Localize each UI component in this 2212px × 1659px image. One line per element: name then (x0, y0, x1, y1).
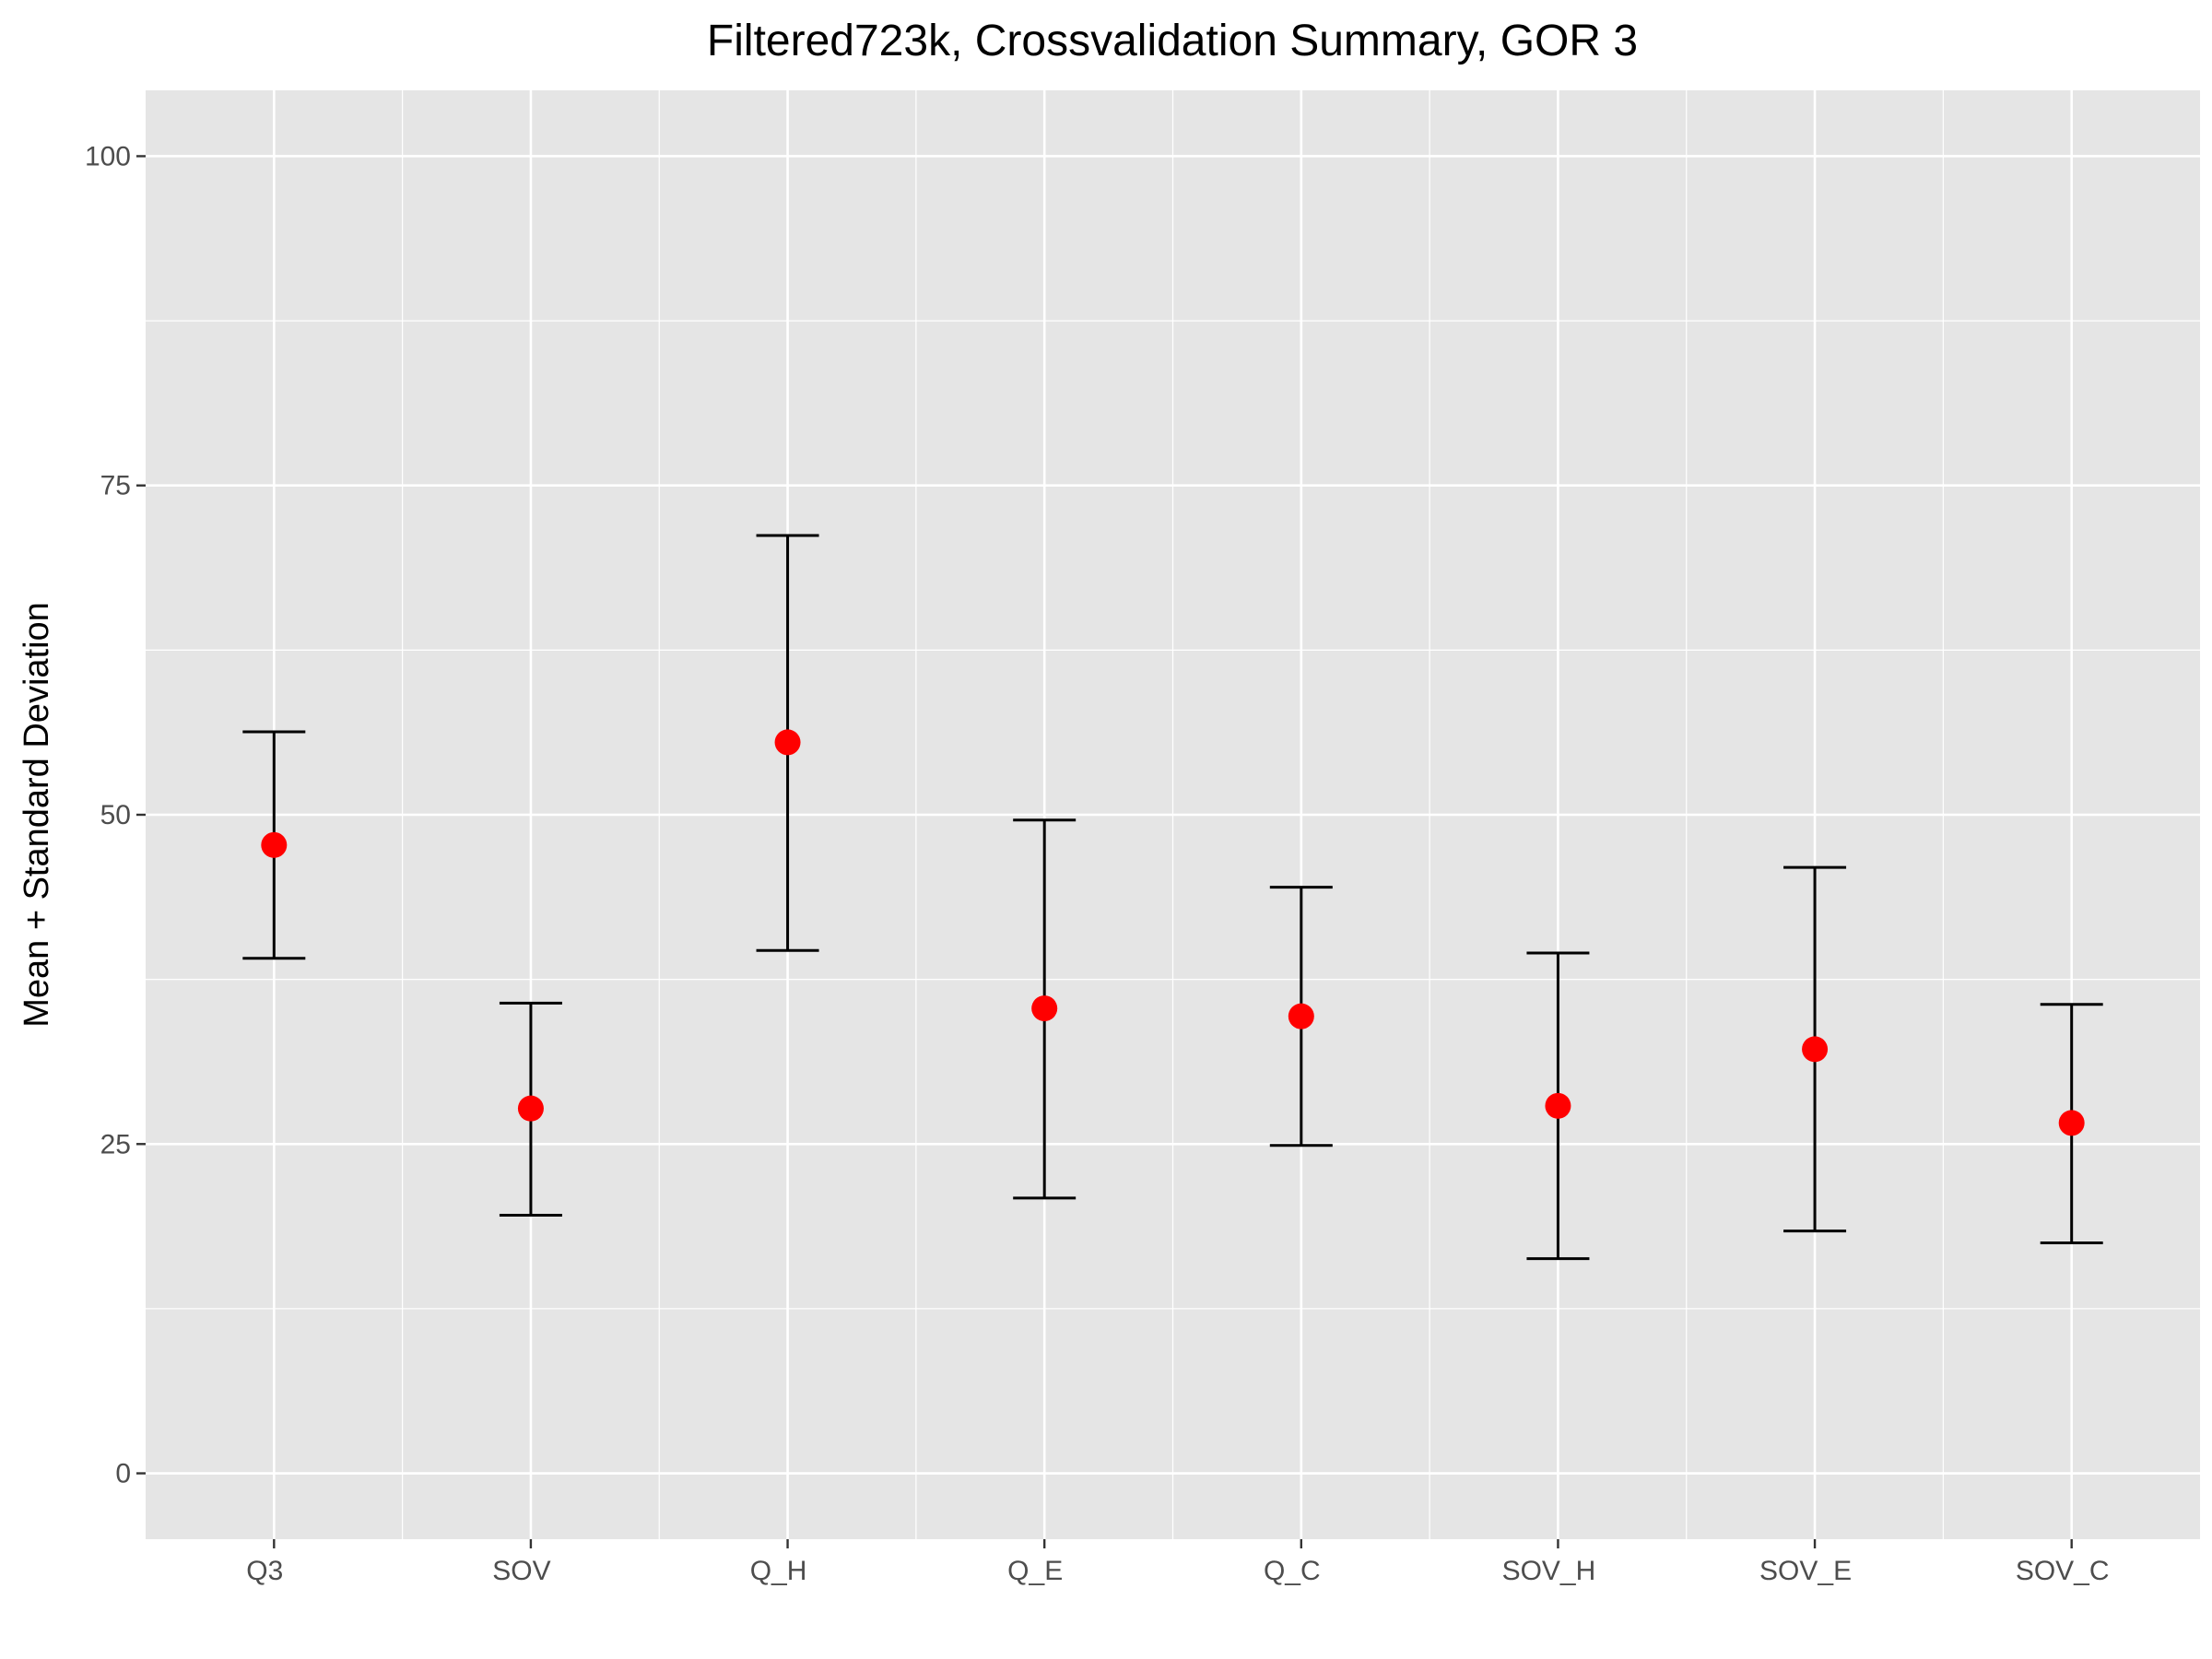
mean-point-sov-c (2058, 1110, 2085, 1136)
y-axis-title: Mean + Standard Deviation (18, 602, 56, 1028)
mean-points (261, 729, 2085, 1136)
x-axis: Q3 SOV Q_H Q_E Q_C SOV_H SOV_E SOV_C (246, 1539, 2110, 1586)
x-tick-label: Q_E (1007, 1556, 1063, 1586)
mean-point-q-c (1288, 1003, 1314, 1030)
mean-point-q3 (261, 831, 288, 858)
mean-point-sov (517, 1095, 544, 1122)
x-tick-label: SOV (492, 1556, 550, 1586)
x-tick-label: SOV_C (2016, 1556, 2110, 1586)
x-tick-label: SOV_H (1502, 1556, 1596, 1586)
x-tick-label: SOV_E (1759, 1556, 1852, 1586)
mean-point-sov-e (1802, 1036, 1829, 1063)
y-tick-label: 25 (100, 1129, 131, 1159)
mean-point-q-h (774, 729, 801, 756)
x-tick-label: Q_H (750, 1556, 807, 1586)
chart-title: Filtered723k, Crossvalidation Summary, G… (707, 17, 1638, 65)
y-axis: 0 25 50 75 100 (85, 141, 146, 1489)
x-tick-label: Q3 (246, 1556, 283, 1586)
y-tick-label: 50 (100, 800, 131, 830)
y-tick-label: 0 (115, 1459, 131, 1489)
mean-point-q-e (1031, 995, 1058, 1022)
major-gridlines (146, 90, 2200, 1539)
x-tick-label: Q_C (1264, 1556, 1321, 1586)
y-tick-label: 75 (100, 471, 131, 501)
y-tick-label: 100 (85, 141, 131, 171)
mean-point-sov-h (1545, 1092, 1571, 1119)
